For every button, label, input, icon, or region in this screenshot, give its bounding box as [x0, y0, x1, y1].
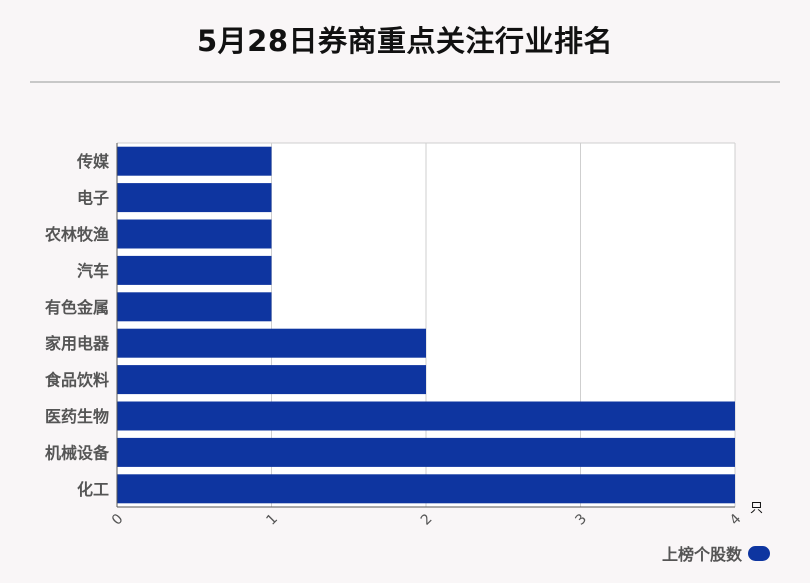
category-label: 机械设备: [45, 443, 110, 462]
x-tick-label: 4: [727, 511, 745, 529]
bar: [117, 255, 272, 285]
x-tick-label: 1: [263, 511, 281, 529]
category-label: 食品饮料: [44, 371, 109, 390]
bar: [117, 365, 426, 395]
bar: [117, 292, 272, 322]
category-label: 农林牧渔: [44, 225, 109, 244]
legend: 上榜个股数: [662, 541, 770, 565]
category-label: 汽车: [77, 261, 109, 280]
bar: [117, 146, 272, 176]
x-unit-label: 只: [750, 501, 763, 516]
category-label: 有色金属: [45, 298, 109, 317]
chart-title: 5月28日券商重点关注行业排名: [196, 24, 614, 58]
x-tick-label: 2: [418, 511, 436, 529]
bar: [117, 219, 272, 249]
bar: [117, 437, 735, 467]
category-label: 医药生物: [45, 407, 109, 426]
x-tick-label: 0: [109, 511, 127, 529]
category-label: 化工: [77, 480, 109, 499]
legend-swatch: [748, 545, 770, 561]
bar: [117, 474, 735, 504]
category-label: 家用电器: [45, 334, 110, 353]
bar: [117, 328, 426, 358]
x-tick-label: 3: [572, 511, 590, 529]
category-label: 传媒: [76, 152, 110, 171]
category-label: 电子: [77, 189, 109, 208]
title-divider: [30, 81, 780, 83]
bar: [117, 401, 735, 431]
bar: [117, 183, 272, 213]
legend-label: 上榜个股数: [661, 545, 742, 564]
